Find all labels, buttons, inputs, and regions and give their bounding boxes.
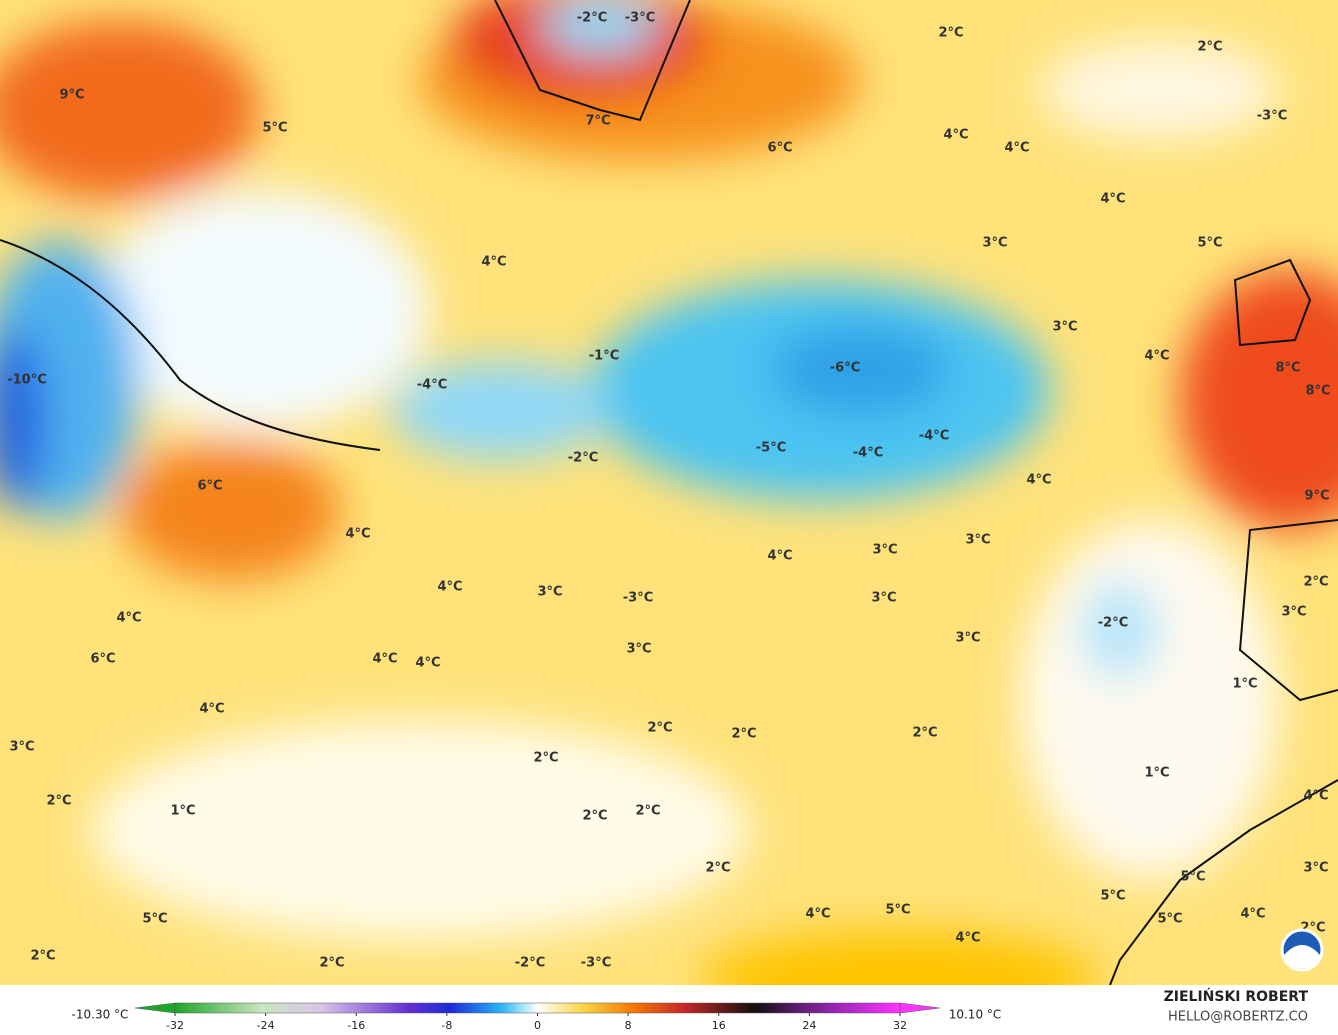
colorbar-extend-low (134, 1002, 176, 1014)
credit-contact: HELLO@ROBERTZ.CO (1168, 1010, 1308, 1025)
temperature-label: 4°C (1240, 907, 1265, 922)
temperature-label: -6°C (830, 361, 860, 376)
colorbar-tick-label: 32 (893, 1019, 907, 1032)
temperature-label: -3°C (1257, 109, 1287, 124)
temperature-label: 5°C (1157, 912, 1182, 927)
temperature-label: 4°C (1004, 141, 1029, 156)
temperature-label: -4°C (417, 378, 447, 393)
temperature-label: 4°C (1026, 473, 1051, 488)
temperature-label: 3°C (1303, 861, 1328, 876)
colorbar-tick-label: -8 (441, 1019, 452, 1032)
temperature-label: 4°C (943, 128, 968, 143)
temperature-label: -2°C (568, 451, 598, 466)
colorbar-min-label: -10.30 °C (72, 1008, 129, 1022)
temperature-label: 2°C (938, 26, 963, 41)
credit-name: ZIELIŃSKI ROBERT (1164, 987, 1309, 1005)
colorbar (174, 1002, 901, 1014)
temperature-label: 3°C (1052, 320, 1077, 335)
temperature-label: 8°C (1305, 384, 1330, 399)
colorbar-max-label: 10.10 °C (949, 1008, 1002, 1022)
temperature-label: 2°C (1197, 40, 1222, 55)
temperature-label: 4°C (1144, 349, 1169, 364)
temperature-label: 3°C (965, 533, 990, 548)
colorbar-extend-high (899, 1002, 941, 1014)
temperature-label: 3°C (955, 631, 980, 646)
temperature-label: 3°C (871, 591, 896, 606)
temperature-label: 2°C (582, 809, 607, 824)
temperature-label: 7°C (585, 114, 610, 129)
temperature-label: 6°C (197, 479, 222, 494)
colorbar-tick-label: -16 (347, 1019, 365, 1032)
temperature-label: 3°C (1281, 605, 1306, 620)
temperature-label: 5°C (1197, 236, 1222, 251)
temperature-label: 2°C (912, 726, 937, 741)
temperature-label: 4°C (1100, 192, 1125, 207)
temperature-label: 5°C (1100, 889, 1125, 904)
temperature-label: 2°C (46, 794, 71, 809)
temperature-label: 4°C (199, 702, 224, 717)
temperature-label: 3°C (982, 236, 1007, 251)
temperature-label: 5°C (262, 121, 287, 136)
temperature-label: 1°C (1144, 766, 1169, 781)
temperature-label: 6°C (767, 141, 792, 156)
colorbar-tick-label: -32 (166, 1019, 184, 1032)
temperature-label: 2°C (533, 751, 558, 766)
temperature-label: 3°C (9, 740, 34, 755)
temperature-label: 1°C (170, 804, 195, 819)
temperature-label: 4°C (1303, 789, 1328, 804)
temperature-label: 2°C (30, 949, 55, 964)
temperature-label: 5°C (142, 912, 167, 927)
temperature-label: -2°C (515, 956, 545, 971)
temperature-label: -5°C (756, 441, 786, 456)
colorbar-tick-label: 24 (802, 1019, 816, 1032)
temperature-label: -3°C (625, 11, 655, 26)
temperature-label: 2°C (705, 861, 730, 876)
temperature-label: -3°C (623, 591, 653, 606)
temperature-label: 9°C (59, 88, 84, 103)
temperature-label: 6°C (90, 652, 115, 667)
temperature-label: 4°C (372, 652, 397, 667)
temperature-label: 4°C (437, 580, 462, 595)
temperature-label: 2°C (731, 727, 756, 742)
temperature-label: 3°C (537, 585, 562, 600)
colorbar-tick-label: 0 (534, 1019, 541, 1032)
temperature-label: -4°C (853, 446, 883, 461)
map-labels: -2°C -3°C 2°C 2°C 9°C -3°C 5°C 7°C 6°C 4°C 4°C 4°C 3… (7, 11, 1330, 971)
temperature-label: 4°C (116, 611, 141, 626)
colorbar-tick-label: 8 (625, 1019, 632, 1032)
temperature-label: -2°C (1098, 616, 1128, 631)
temperature-label: 1°C (1232, 677, 1257, 692)
temperature-label: -2°C (577, 11, 607, 26)
temperature-label: 4°C (805, 907, 830, 922)
temperature-label: 4°C (481, 255, 506, 270)
temperature-label: 8°C (1275, 361, 1300, 376)
temperature-label: 4°C (415, 656, 440, 671)
temperature-label: -3°C (581, 956, 611, 971)
temperature-label: 2°C (635, 804, 660, 819)
temperature-label: 5°C (885, 903, 910, 918)
temperature-label: 4°C (345, 527, 370, 542)
colorbar-tick-label: 16 (712, 1019, 726, 1032)
temperature-label: 3°C (626, 642, 651, 657)
temperature-label: 4°C (955, 931, 980, 946)
temperature-label: -4°C (919, 429, 949, 444)
temperature-label: 2°C (319, 956, 344, 971)
temperature-label: 9°C (1304, 489, 1329, 504)
temperature-label: -10°C (7, 373, 47, 388)
temperature-label: 2°C (1303, 575, 1328, 590)
colorbar-tick-label: -24 (257, 1019, 275, 1032)
noaa-logo (1280, 928, 1324, 972)
temperature-label: 2°C (647, 721, 672, 736)
temperature-label: 5°C (1180, 870, 1205, 885)
temperature-label: -1°C (589, 349, 619, 364)
temperature-label: 3°C (872, 543, 897, 558)
temperature-label: 4°C (767, 549, 792, 564)
